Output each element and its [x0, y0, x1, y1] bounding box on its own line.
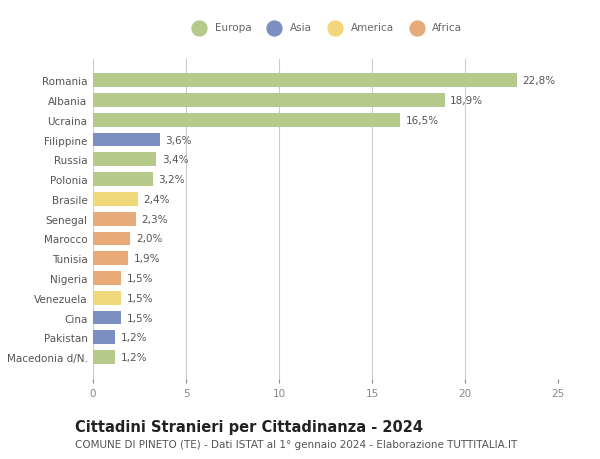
- Bar: [93, 330, 115, 344]
- Text: 2,0%: 2,0%: [136, 234, 162, 244]
- Bar: [93, 252, 128, 266]
- Text: Cittadini Stranieri per Cittadinanza - 2024: Cittadini Stranieri per Cittadinanza - 2…: [75, 419, 423, 434]
- Bar: [93, 311, 121, 325]
- Bar: [93, 350, 115, 364]
- Bar: [93, 291, 121, 305]
- Bar: [93, 153, 156, 167]
- Text: 1,2%: 1,2%: [121, 333, 148, 342]
- Text: 2,4%: 2,4%: [143, 195, 170, 204]
- Text: 22,8%: 22,8%: [523, 76, 556, 86]
- Text: 3,2%: 3,2%: [158, 175, 185, 185]
- Text: 18,9%: 18,9%: [450, 96, 483, 106]
- Text: 1,5%: 1,5%: [127, 313, 153, 323]
- Bar: [93, 74, 517, 88]
- Text: 1,5%: 1,5%: [127, 293, 153, 303]
- Text: 3,4%: 3,4%: [162, 155, 188, 165]
- Text: 2,3%: 2,3%: [142, 214, 168, 224]
- Text: 16,5%: 16,5%: [406, 116, 439, 125]
- Bar: [93, 94, 445, 108]
- Bar: [93, 232, 130, 246]
- Bar: [93, 134, 160, 147]
- Text: COMUNE DI PINETO (TE) - Dati ISTAT al 1° gennaio 2024 - Elaborazione TUTTITALIA.: COMUNE DI PINETO (TE) - Dati ISTAT al 1°…: [75, 439, 517, 449]
- Text: 1,2%: 1,2%: [121, 352, 148, 362]
- Text: 1,9%: 1,9%: [134, 254, 160, 263]
- Bar: [93, 192, 137, 207]
- Bar: [93, 173, 152, 187]
- Bar: [93, 271, 121, 285]
- Text: 3,6%: 3,6%: [166, 135, 192, 145]
- Bar: [93, 212, 136, 226]
- Text: 1,5%: 1,5%: [127, 274, 153, 283]
- Bar: [93, 114, 400, 128]
- Legend: Europa, Asia, America, Africa: Europa, Asia, America, Africa: [189, 23, 462, 34]
